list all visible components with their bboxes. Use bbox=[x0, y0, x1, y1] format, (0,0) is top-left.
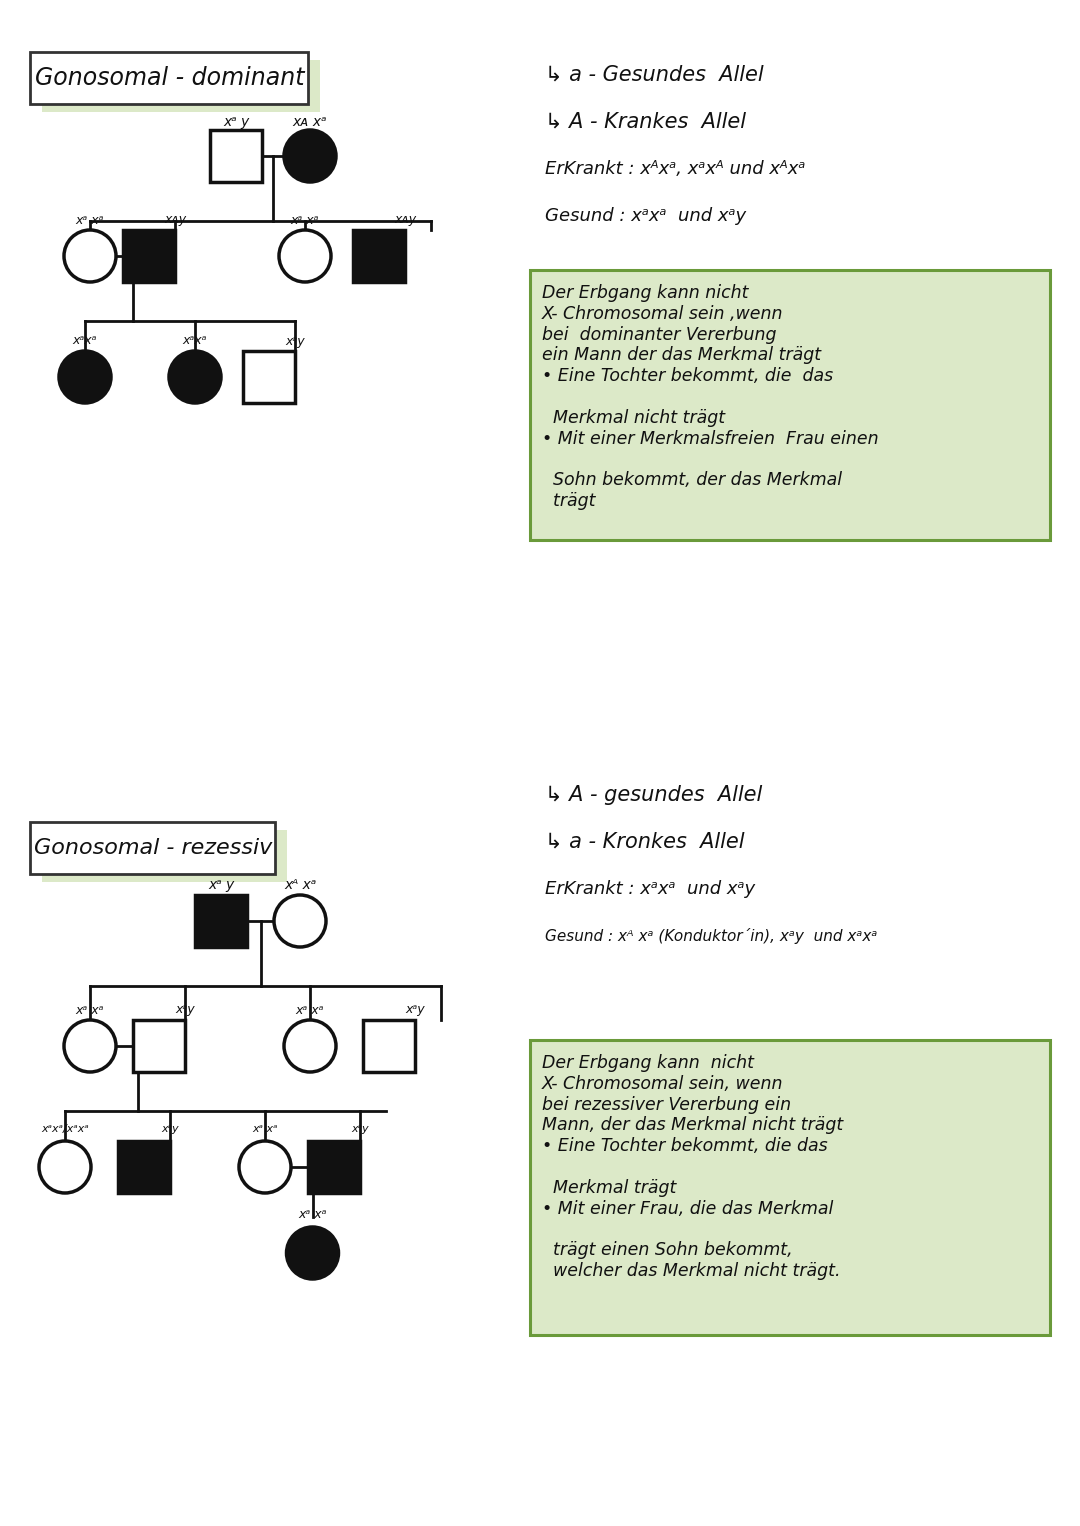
Text: xᵃxᵃ: xᵃxᵃ bbox=[72, 334, 97, 348]
Text: xᵃy: xᵃy bbox=[351, 1125, 368, 1134]
Text: xᵃy: xᵃy bbox=[285, 334, 305, 348]
Text: ↳ A - gesundes  Allel: ↳ A - gesundes Allel bbox=[545, 784, 762, 806]
Circle shape bbox=[284, 1019, 336, 1071]
Text: xᵃ xᵃ: xᵃ xᵃ bbox=[298, 1209, 327, 1221]
Text: Gonosomal - rezessiv: Gonosomal - rezessiv bbox=[33, 838, 272, 858]
Bar bbox=[118, 1141, 170, 1193]
Text: xᴀy: xᴀy bbox=[164, 214, 186, 226]
Circle shape bbox=[168, 351, 221, 403]
Text: xᵃ y: xᵃ y bbox=[207, 877, 234, 893]
Text: xᵃ xᵃ: xᵃ xᵃ bbox=[291, 214, 320, 226]
Circle shape bbox=[59, 351, 111, 403]
Text: ErKrankt : xᵃxᵃ  und xᵃy: ErKrankt : xᵃxᵃ und xᵃy bbox=[545, 881, 755, 897]
Text: xᵃxᵃ: xᵃxᵃ bbox=[183, 334, 207, 348]
FancyBboxPatch shape bbox=[42, 830, 287, 882]
Text: xᴬ xᵃ: xᴬ xᵃ bbox=[284, 877, 316, 893]
Text: ↳ a - Gesundes  Allel: ↳ a - Gesundes Allel bbox=[545, 66, 764, 85]
Text: xᵃy: xᵃy bbox=[161, 1125, 179, 1134]
Bar bbox=[353, 230, 405, 282]
Text: xᴀy: xᴀy bbox=[394, 214, 416, 226]
FancyBboxPatch shape bbox=[530, 1041, 1050, 1335]
FancyBboxPatch shape bbox=[30, 823, 275, 874]
Text: Gonosomal - dominant: Gonosomal - dominant bbox=[36, 66, 305, 90]
Circle shape bbox=[239, 1141, 291, 1193]
Text: xᵃ xᵃ: xᵃ xᵃ bbox=[296, 1004, 324, 1016]
Text: xᵃ xᵃ: xᵃ xᵃ bbox=[76, 214, 105, 226]
Circle shape bbox=[39, 1141, 91, 1193]
Text: xᴀ xᵃ: xᴀ xᵃ bbox=[293, 114, 327, 130]
FancyBboxPatch shape bbox=[42, 60, 320, 111]
Bar bbox=[363, 1019, 415, 1071]
Circle shape bbox=[279, 230, 330, 282]
FancyBboxPatch shape bbox=[530, 270, 1050, 540]
Text: xᵃxᵃ/xᵃxᵃ: xᵃxᵃ/xᵃxᵃ bbox=[41, 1125, 89, 1134]
Text: xᵃ xᵃ: xᵃ xᵃ bbox=[76, 1004, 105, 1016]
Circle shape bbox=[64, 230, 116, 282]
Text: ErKrankt : xᴬxᵃ, xᵃxᴬ und xᴬxᵃ: ErKrankt : xᴬxᵃ, xᵃxᴬ und xᴬxᵃ bbox=[545, 160, 806, 179]
Bar bbox=[123, 230, 175, 282]
Text: ↳ a - Kronkes  Allel: ↳ a - Kronkes Allel bbox=[545, 832, 744, 852]
Text: Der Erbgang kann nicht
X- Chromosomal sein ,wenn
bei  dominanter Vererbung
ein M: Der Erbgang kann nicht X- Chromosomal se… bbox=[542, 284, 879, 510]
Circle shape bbox=[284, 130, 336, 182]
FancyBboxPatch shape bbox=[30, 52, 308, 104]
Text: ↳ A - Krankes  Allel: ↳ A - Krankes Allel bbox=[545, 111, 746, 133]
Text: Gesund : xᴬ xᵃ (Konduktor´in), xᵃy  und xᵃxᵃ: Gesund : xᴬ xᵃ (Konduktor´in), xᵃy und x… bbox=[545, 928, 877, 945]
Circle shape bbox=[64, 1019, 116, 1071]
Text: xᵃy: xᵃy bbox=[405, 1004, 424, 1016]
Bar bbox=[133, 1019, 185, 1071]
Bar bbox=[243, 351, 295, 403]
Text: xᵃ xᵃ: xᵃ xᵃ bbox=[253, 1125, 278, 1134]
Text: Gesund : xᵃxᵃ  und xᵃy: Gesund : xᵃxᵃ und xᵃy bbox=[545, 208, 746, 224]
Bar bbox=[210, 130, 262, 182]
Bar bbox=[308, 1141, 360, 1193]
Text: xᵃy: xᵃy bbox=[175, 1004, 194, 1016]
Bar bbox=[195, 896, 247, 948]
Circle shape bbox=[286, 1227, 338, 1279]
Circle shape bbox=[274, 896, 326, 948]
Text: Der Erbgang kann  nicht
X- Chromosomal sein, wenn
bei rezessiver Vererbung ein
M: Der Erbgang kann nicht X- Chromosomal se… bbox=[542, 1054, 843, 1280]
Text: xᵃ y: xᵃ y bbox=[222, 114, 249, 130]
